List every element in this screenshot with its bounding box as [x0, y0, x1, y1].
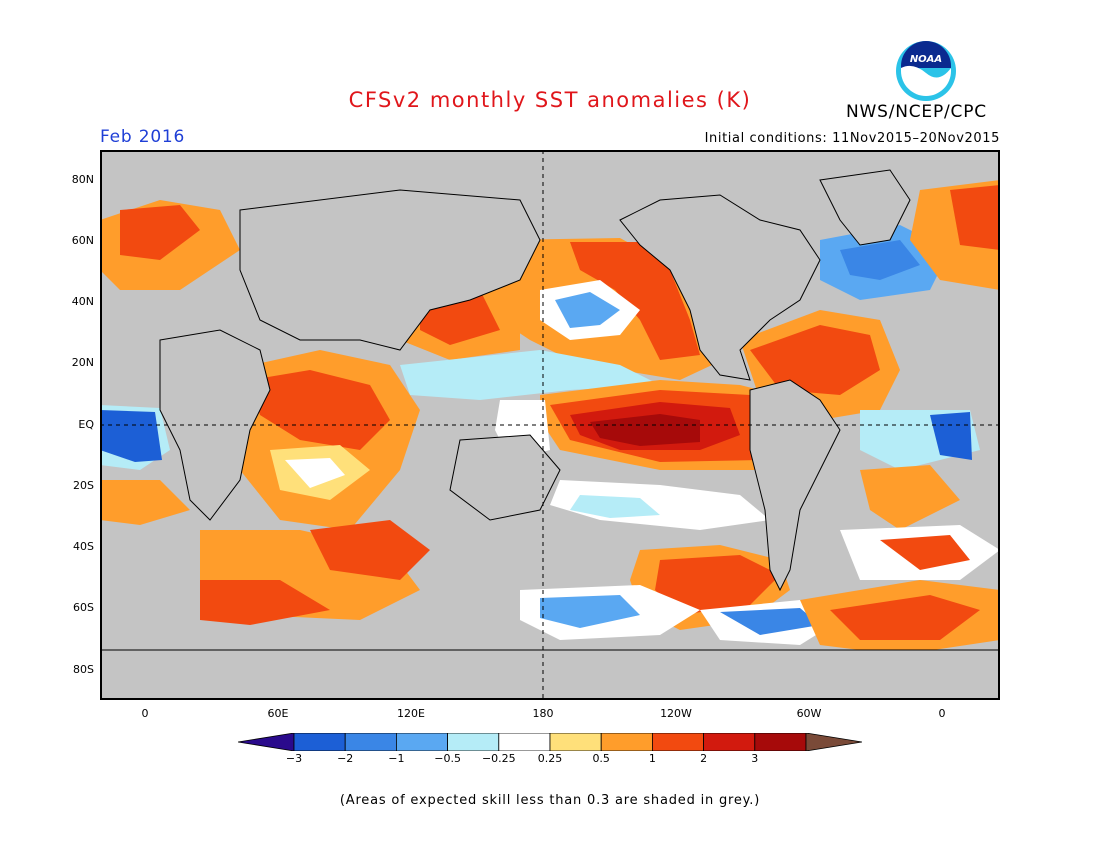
el-nino-anomaly — [495, 380, 790, 470]
svg-text:NOAA: NOAA — [910, 54, 942, 65]
colorbar-tick-label: 3 — [751, 752, 759, 765]
lat-label-20s: 20S — [73, 479, 94, 492]
noaa-logo: NOAA — [896, 41, 956, 101]
skill-footnote: (Areas of expected skill less than 0.3 a… — [339, 793, 761, 808]
lon-label-180: 180 — [532, 707, 554, 720]
colorbar-swatch — [293, 733, 346, 751]
lon-label-60w: 60W — [796, 707, 822, 720]
colorbar-tick-label: −0.25 — [481, 752, 516, 765]
colorbar-arrow-low — [238, 733, 295, 751]
colorbar-swatch — [600, 733, 653, 751]
australia-outline — [449, 434, 561, 521]
north-america-outline — [619, 194, 821, 381]
colorbar-swatch — [395, 733, 448, 751]
colorbar-swatch — [651, 733, 704, 751]
lat-label-20n: 20N — [71, 356, 94, 369]
lat-label-40n: 40N — [71, 295, 94, 308]
continent-outlines — [100, 169, 1000, 700]
colorbar-swatch — [498, 733, 551, 751]
agency-label: NWS/NCEP/CPC — [846, 102, 987, 122]
initial-conditions: Initial conditions: 11Nov2015–20Nov2015 — [704, 131, 1000, 146]
atlantic-anomaly — [740, 225, 1000, 655]
sst-anomaly-map — [100, 150, 1000, 700]
lon-label-0-west: 0 — [141, 707, 149, 720]
colorbar — [238, 733, 862, 751]
colorbar-swatch — [549, 733, 602, 751]
lat-label-40s: 40S — [73, 540, 94, 553]
colorbar-swatch — [754, 733, 807, 751]
colorbar-tick-label: 1 — [648, 752, 656, 765]
south-pacific-anomaly — [520, 480, 840, 645]
western-edge-anomaly — [100, 180, 1000, 525]
lat-label-80s: 80S — [73, 663, 94, 676]
colorbar-swatch — [344, 733, 397, 751]
eurasia-outline — [239, 189, 541, 351]
lon-label-120e: 120E — [397, 707, 425, 720]
indian-ocean-anomaly — [200, 350, 430, 625]
lon-label-0-east: 0 — [938, 707, 946, 720]
lat-label-eq: EQ — [78, 418, 94, 431]
south-america-outline — [749, 379, 841, 592]
colorbar-tick-label: −3 — [285, 752, 303, 765]
antarctica-outline — [100, 649, 1000, 700]
lat-label-60n: 60N — [71, 234, 94, 247]
colorbar-tick-label: 0.25 — [537, 752, 563, 765]
colorbar-arrow-high — [805, 733, 862, 751]
colorbar-tick-label: −0.5 — [434, 752, 461, 765]
lat-label-60s: 60S — [73, 601, 94, 614]
map-frame — [100, 150, 1000, 700]
map-title: CFSv2 monthly SST anomalies (K) — [348, 88, 752, 112]
colorbar-tick-label: 2 — [700, 752, 708, 765]
greenland-outline — [819, 169, 911, 246]
lat-label-80n: 80N — [71, 173, 94, 186]
lon-label-120w: 120W — [660, 707, 692, 720]
forecast-month: Feb 2016 — [100, 127, 186, 147]
colorbar-tick-label: −2 — [337, 752, 354, 765]
colorbar-swatch — [703, 733, 756, 751]
colorbar-tick-label: 0.5 — [592, 752, 610, 765]
lon-label-60e: 60E — [267, 707, 289, 720]
colorbar-tick-label: −1 — [388, 752, 405, 765]
colorbar-swatch — [447, 733, 500, 751]
